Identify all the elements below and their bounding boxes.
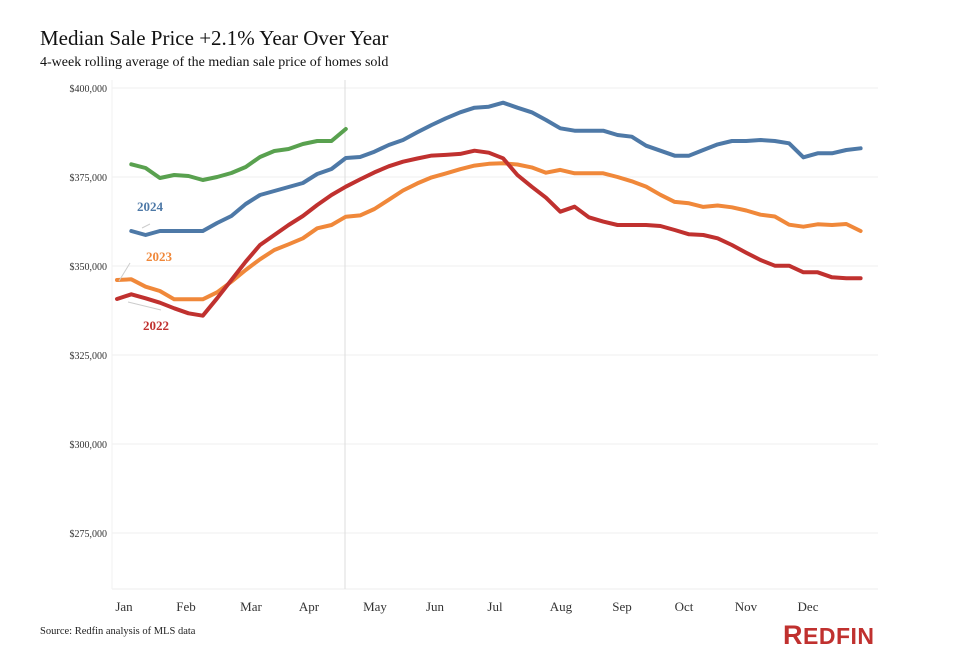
x-tick-label: Dec bbox=[798, 599, 819, 614]
x-tick-label: Oct bbox=[675, 599, 694, 614]
x-tick-label: Mar bbox=[240, 599, 262, 614]
y-tick-label: $375,000 bbox=[70, 173, 108, 184]
y-tick-label: $275,000 bbox=[70, 529, 108, 540]
label-leader-line bbox=[118, 262, 131, 282]
x-tick-label: Jan bbox=[115, 599, 133, 614]
x-tick-label: Feb bbox=[176, 599, 196, 614]
series-label-2022: 2022 bbox=[143, 318, 169, 333]
x-tick-label: Jun bbox=[426, 599, 445, 614]
x-tick-label: Aug bbox=[550, 599, 573, 614]
x-tick-label: Nov bbox=[735, 599, 758, 614]
chart-title: Median Sale Price +2.1% Year Over Year bbox=[40, 26, 389, 50]
x-tick-label: Apr bbox=[299, 599, 320, 614]
series-line-current bbox=[129, 127, 348, 182]
x-tick-label: Sep bbox=[612, 599, 632, 614]
x-tick-label: Jul bbox=[487, 599, 503, 614]
y-tick-label: $350,000 bbox=[70, 262, 108, 273]
series-lines bbox=[115, 100, 863, 318]
series-line-2023 bbox=[115, 161, 863, 302]
x-tick-label: May bbox=[363, 599, 387, 614]
label-leader-line bbox=[141, 223, 151, 229]
chart-subtitle: 4-week rolling average of the median sal… bbox=[40, 55, 389, 70]
gridlines bbox=[111, 80, 878, 590]
series-line-2022 bbox=[115, 148, 863, 318]
series-labels: 2022 2023 2024 bbox=[118, 199, 173, 333]
series-label-2024: 2024 bbox=[137, 199, 164, 214]
y-tick-label: $325,000 bbox=[70, 351, 108, 362]
series-label-2023: 2023 bbox=[146, 249, 173, 264]
source-note: Source: Redfin analysis of MLS data bbox=[40, 626, 196, 637]
label-leader-line bbox=[127, 301, 162, 311]
series-line-2024 bbox=[129, 100, 863, 237]
redfin-logo: REDFIN bbox=[783, 620, 875, 650]
y-axis-ticks: $400,000 $375,000 $350,000 $325,000 $300,000… bbox=[70, 84, 108, 540]
x-axis-ticks: Jan Feb Mar Apr May Jun Jul Aug Sep Oct Nov Dec bbox=[115, 599, 818, 614]
y-tick-label: $400,000 bbox=[70, 84, 108, 95]
y-tick-label: $300,000 bbox=[70, 440, 108, 451]
